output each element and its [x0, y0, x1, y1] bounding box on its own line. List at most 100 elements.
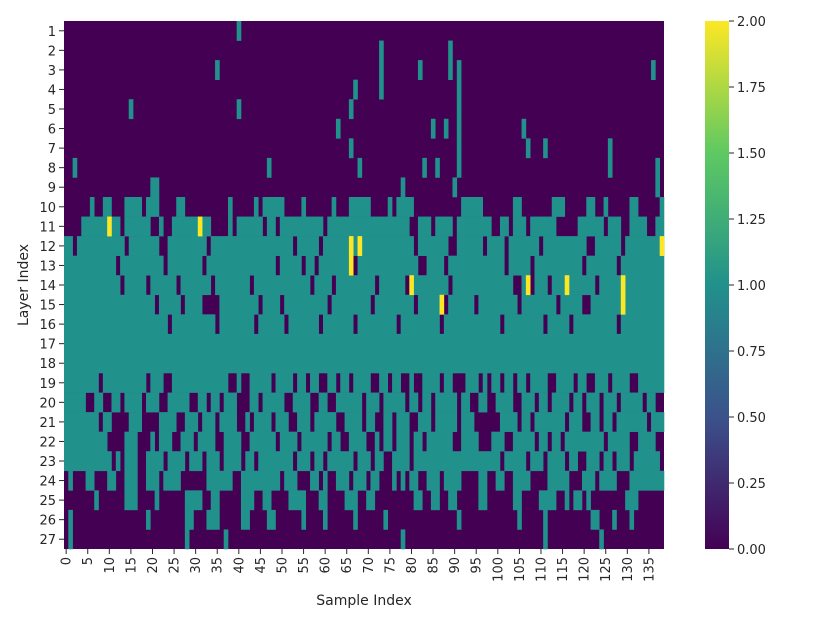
y-tick-label: 27	[39, 533, 56, 548]
heatmap-cell-one	[167, 236, 207, 256]
heatmap-cell-one	[620, 314, 665, 335]
heatmap-cell-one	[206, 255, 276, 276]
heatmap-cell-one	[64, 373, 99, 393]
heatmap-cell-one	[215, 275, 250, 296]
heatmap-cell-one	[150, 431, 155, 452]
heatmap-cell-one	[478, 392, 488, 413]
colorbar-ticks: 0.00 0.25 0.50 0.75 1.00 1.25 1.50 1.75 2.00	[729, 15, 766, 558]
heatmap-cell-one	[240, 509, 250, 530]
heatmap-cell-one	[262, 392, 285, 413]
heatmap-cell-one	[495, 392, 514, 413]
heatmap-cell-one	[210, 392, 220, 413]
heatmap-cell-one	[219, 314, 255, 335]
heatmap-cell-one	[543, 509, 548, 530]
heatmap-cell-one	[297, 412, 311, 432]
heatmap-cell-one	[456, 60, 462, 80]
heatmap-cell-one	[530, 451, 544, 472]
heatmap-cell-one	[310, 470, 319, 491]
heatmap-cell-one	[577, 216, 604, 237]
heatmap-cell-one	[448, 294, 475, 315]
heatmap-cell-one	[115, 451, 121, 472]
heatmap-cell-one	[249, 431, 276, 452]
heatmap-cell-one	[206, 470, 233, 491]
x-tick-label: 105	[513, 557, 528, 582]
heatmap-cell-one	[569, 412, 583, 432]
heatmap-cell-one	[452, 177, 458, 198]
heatmap-cell-one	[288, 490, 307, 511]
heatmap-cell-one	[176, 197, 186, 217]
y-tick-label: 7	[48, 142, 56, 157]
heatmap-cell-one	[249, 392, 259, 413]
heatmap-cell-one	[154, 490, 160, 511]
heatmap-cell-one	[443, 373, 453, 393]
heatmap-cell-one	[659, 197, 665, 217]
heatmap-cell-two	[409, 275, 414, 296]
heatmap-cell-one	[603, 392, 617, 413]
heatmap-cell-one	[629, 197, 639, 217]
heatmap-cell-one	[102, 412, 112, 432]
x-tick-label: 30	[189, 557, 204, 574]
heatmap-cell-one	[590, 294, 622, 315]
heatmap-cell-one	[530, 373, 548, 393]
heatmap-cell-one	[504, 314, 544, 335]
heatmap-cell-one	[184, 509, 194, 530]
heatmap-cell-one	[478, 294, 518, 315]
heatmap-cell-one	[534, 275, 548, 296]
heatmap-cell-one	[64, 236, 73, 256]
heatmap-cell-one	[279, 216, 324, 237]
x-tick-label: 0	[60, 557, 75, 565]
heatmap-cell-one	[85, 470, 95, 491]
y-tick-label: 19	[39, 377, 56, 392]
heatmap-cell-one	[422, 392, 432, 413]
heatmap-cell-one	[124, 470, 138, 491]
heatmap-cell-one	[348, 138, 354, 159]
colorbar-tick-label: 1.00	[737, 279, 766, 294]
x-tick-label: 25	[168, 557, 183, 574]
heatmap-cell-one	[499, 216, 509, 237]
x-tick-label: 125	[599, 557, 614, 582]
heatmap-cell-one	[279, 255, 302, 276]
heatmap-cell-one	[94, 392, 104, 413]
heatmap-cell-one	[435, 157, 440, 178]
heatmap-cell-one	[327, 451, 354, 472]
heatmap-cell-one	[210, 490, 220, 511]
heatmap-cell-one	[629, 470, 665, 491]
heatmap-cell-one	[184, 412, 199, 432]
heatmap-cell-one	[262, 490, 272, 511]
heatmap-cell-one	[400, 529, 406, 550]
heatmap-cell-one	[607, 138, 613, 159]
heatmap-cell-one	[413, 490, 423, 511]
x-tick-label: 130	[621, 557, 636, 582]
heatmap-cell-one	[534, 412, 566, 432]
heatmap-cell-one	[68, 529, 73, 550]
heatmap-cell-one	[275, 373, 294, 393]
heatmap-cell-one	[422, 373, 440, 393]
heatmap-cell-one	[461, 431, 479, 452]
colorbar-tick-label: 1.25	[737, 213, 766, 228]
heatmap-cell-one	[396, 412, 410, 432]
heatmap-cell-one	[64, 412, 99, 432]
heatmap-cell-one	[210, 236, 294, 256]
heatmap-cell-one	[538, 392, 548, 413]
heatmap-cell-two	[659, 236, 665, 256]
heatmap-cell-one	[266, 509, 276, 530]
heatmap-cell-one	[310, 373, 319, 393]
heatmap-cell-two	[197, 216, 203, 237]
heatmap-cell-one	[525, 138, 531, 159]
heatmap-cell-one	[158, 294, 181, 315]
y-tick-label: 23	[39, 455, 56, 470]
heatmap-cell-one	[322, 236, 414, 256]
colorbar-tick-label: 0.25	[737, 477, 766, 492]
heatmap-cell-one	[297, 373, 307, 393]
heatmap-cell-one	[180, 431, 194, 452]
heatmap-cell-one	[651, 412, 665, 432]
heatmap-cell-one	[335, 118, 341, 139]
heatmap-cell-one	[603, 412, 613, 432]
heatmap-cell-one	[180, 275, 212, 296]
heatmap-cell-one	[150, 275, 177, 296]
heatmap-cell-one	[279, 431, 298, 452]
heatmap-cell-one	[189, 451, 203, 472]
heatmap-cell-one	[586, 392, 600, 413]
y-tick-label: 15	[39, 299, 56, 314]
